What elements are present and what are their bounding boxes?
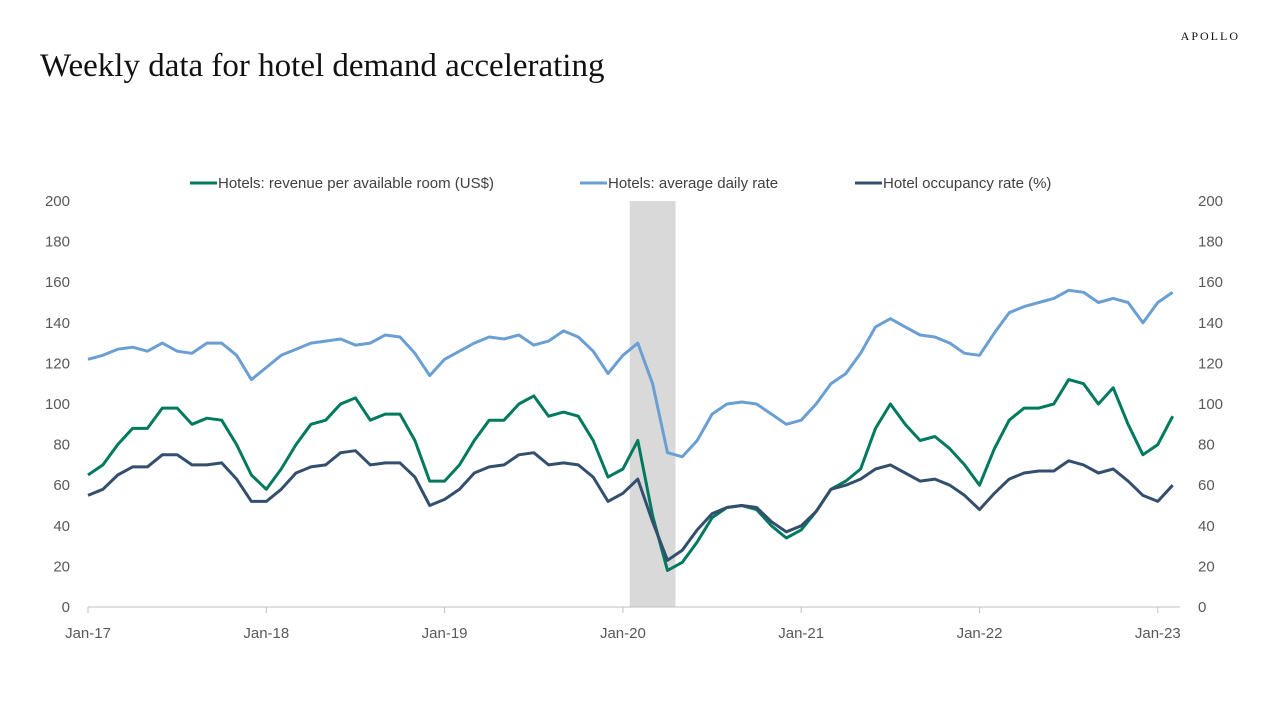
x-tick-label: Jan-17 [65,625,111,642]
x-tick-label: Jan-21 [778,625,824,642]
page-title: Weekly data for hotel demand acceleratin… [40,48,605,84]
y-tick-label-left: 160 [45,274,70,291]
x-tick-label: Jan-18 [243,625,289,642]
y-tick-label-left: 100 [45,396,70,413]
y-tick-label-right: 60 [1198,477,1215,494]
y-tick-label-right: 20 [1198,558,1215,575]
y-tick-label-left: 140 [45,315,70,332]
y-tick-label-left: 20 [53,558,70,575]
legend-label: Hotel occupancy rate (%) [883,175,1051,192]
y-tick-label-right: 80 [1198,437,1215,454]
x-tick-label: Jan-22 [957,625,1003,642]
y-tick-label-right: 180 [1198,234,1223,251]
y-tick-label-right: 160 [1198,274,1223,291]
y-tick-label-right: 140 [1198,315,1223,332]
legend-label: Hotels: revenue per available room (US$) [218,175,494,192]
apollo-logo: APOLLO [1180,29,1240,43]
y-tick-label-right: 120 [1198,355,1223,372]
legend-label: Hotels: average daily rate [608,175,778,192]
series-line-1 [87,288,1174,459]
y-tick-label-left: 120 [45,355,70,372]
y-tick-label-right: 100 [1198,396,1223,413]
y-tick-label-left: 0 [62,599,70,616]
y-tick-label-right: 200 [1198,193,1223,210]
x-tick-label: Jan-19 [422,625,468,642]
y-tick-label-right: 40 [1198,518,1215,535]
series-line-0 [87,378,1175,572]
y-tick-label-left: 80 [53,437,70,454]
y-tick-label-right: 0 [1198,599,1206,616]
x-tick-label: Jan-20 [600,625,646,642]
series-line-2 [87,449,1174,562]
recession-shading [629,201,676,607]
x-tick-label: Jan-23 [1135,625,1181,642]
y-tick-label-left: 60 [53,477,70,494]
y-tick-label-left: 180 [45,234,70,251]
y-tick-label-left: 40 [53,518,70,535]
y-tick-label-left: 200 [45,193,70,210]
